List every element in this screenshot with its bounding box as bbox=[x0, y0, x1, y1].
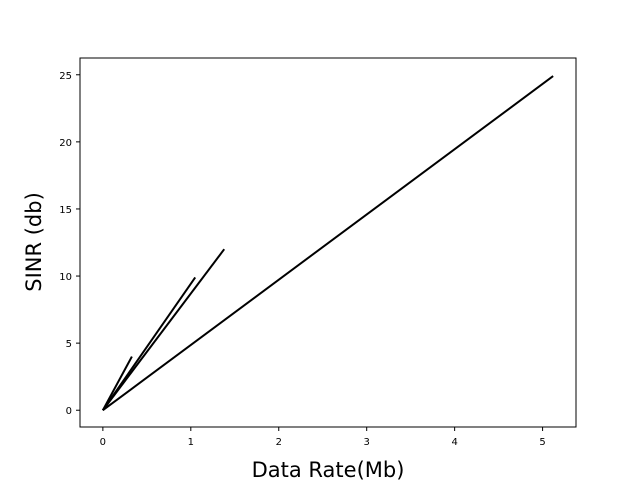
series-line-2 bbox=[102, 276, 197, 411]
plot-area-frame bbox=[79, 57, 577, 428]
y-tick-label: 5 bbox=[66, 339, 72, 350]
y-tick-label: 15 bbox=[59, 205, 72, 216]
series-line-1 bbox=[101, 356, 133, 411]
series-layer bbox=[101, 75, 554, 412]
y-axis-label: SINR (db) bbox=[22, 192, 46, 292]
x-tick-label: 1 bbox=[188, 437, 194, 448]
x-tick-label: 0 bbox=[100, 437, 106, 448]
x-axis-ticks: 0 1 2 3 4 5 bbox=[100, 427, 546, 448]
x-tick-label: 5 bbox=[539, 437, 545, 448]
series-line-3 bbox=[102, 248, 226, 411]
y-tick-label: 20 bbox=[59, 138, 72, 149]
x-tick-label: 2 bbox=[276, 437, 282, 448]
series-line-4 bbox=[102, 75, 554, 412]
y-axis-ticks: 0 5 10 15 20 25 bbox=[59, 71, 80, 417]
x-tick-label: 4 bbox=[451, 437, 457, 448]
x-tick-label: 3 bbox=[364, 437, 370, 448]
y-tick-label: 10 bbox=[59, 272, 72, 283]
y-tick-label: 25 bbox=[59, 71, 72, 82]
y-tick-label: 0 bbox=[66, 406, 72, 417]
x-axis-label: Data Rate(Mb) bbox=[252, 458, 405, 480]
